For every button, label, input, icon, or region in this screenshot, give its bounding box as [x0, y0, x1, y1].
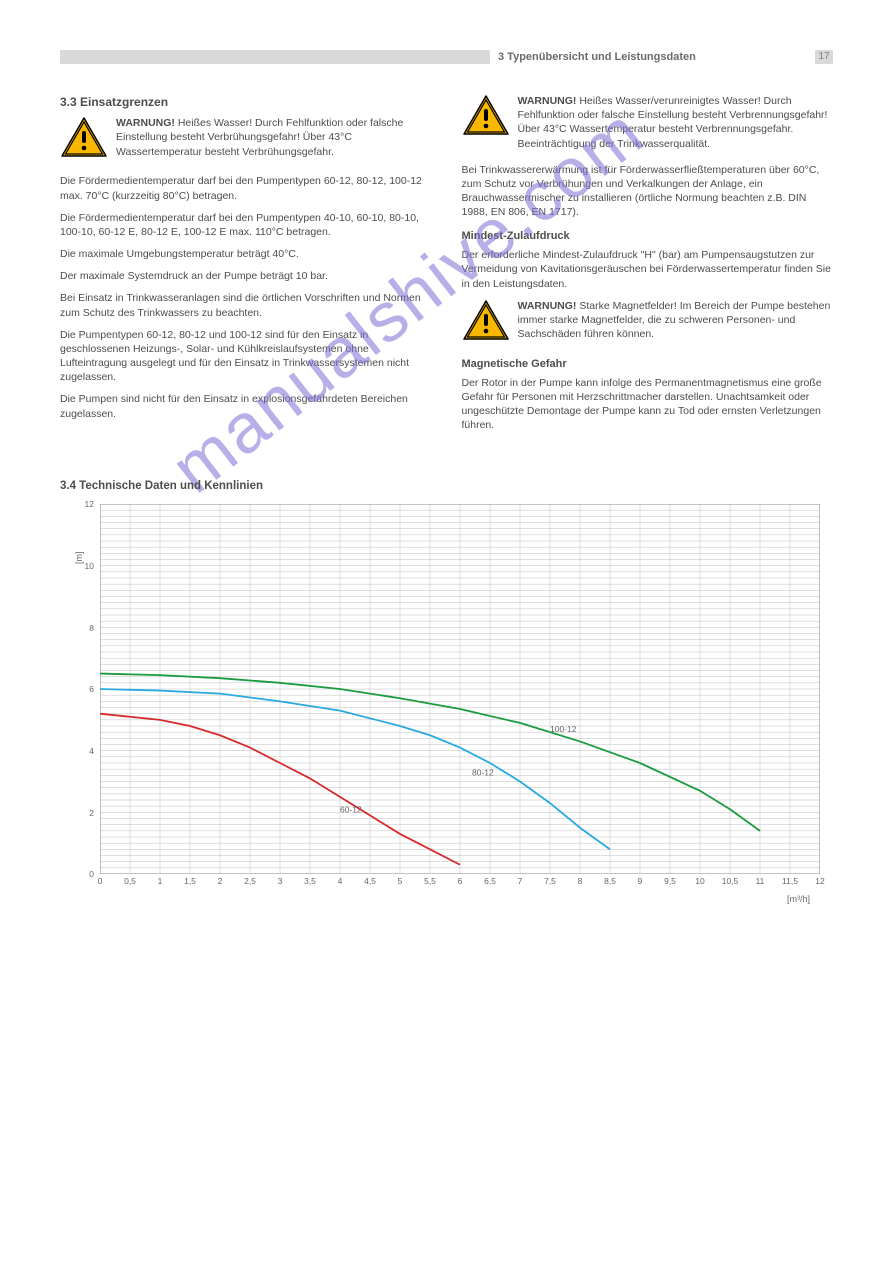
paragraph: Die Pumpentypen 60-12, 80-12 und 100-12 …: [60, 328, 432, 385]
warning-text-2: WARNUNG! Heißes Wasser/verunreinigtes Wa…: [518, 94, 834, 151]
warning-text-3: WARNUNG! Starke Magnetfelder! Im Bereich…: [518, 299, 834, 345]
sub-heading: Magnetische Gefahr: [462, 357, 834, 372]
warning-icon: [60, 116, 108, 162]
paragraph: Der Rotor in der Pumpe kann infolge des …: [462, 376, 834, 433]
warning-icon: [462, 94, 510, 151]
header-bar: 3 Typenübersicht und Leistungsdaten: [60, 50, 833, 64]
header-rule: [60, 50, 490, 64]
warning-block-2: WARNUNG! Heißes Wasser/verunreinigtes Wa…: [462, 94, 834, 151]
chart-section: 3.4 Technische Daten und Kennlinien [m] …: [60, 480, 833, 904]
paragraph: Der maximale Systemdruck an der Pumpe be…: [60, 269, 432, 283]
svg-text:60-12: 60-12: [340, 805, 362, 815]
warning-icon: [462, 299, 510, 345]
paragraph: Bei Trinkwassererwärmung ist für Förderw…: [462, 163, 834, 220]
paragraph: Die Pumpen sind nicht für den Einsatz in…: [60, 392, 432, 420]
warning-block-1: WARNUNG! Heißes Wasser! Durch Fehlfunkti…: [60, 116, 432, 162]
paragraph: Bei Einsatz in Trinkwasseranlagen sind d…: [60, 291, 432, 319]
sub-heading: Mindest-Zulaufdruck: [462, 229, 834, 244]
header-title: 3 Typenübersicht und Leistungsdaten: [498, 51, 696, 63]
performance-chart: 60-12 80-12 100-12: [100, 504, 820, 874]
paragraph: Der erforderliche Mindest-Zulaufdruck "H…: [462, 248, 834, 291]
paragraph: Die Fördermedientemperatur darf bei den …: [60, 211, 432, 239]
right-column: WARNUNG! Heißes Wasser/verunreinigtes Wa…: [462, 94, 834, 440]
paragraph: Die Fördermedientemperatur darf bei den …: [60, 174, 432, 202]
warning-label: WARNUNG!: [518, 95, 577, 107]
chart-container: [m] 024681012 60-1280-12100-12 00,511,52…: [100, 504, 820, 904]
warning-label: WARNUNG!: [116, 117, 175, 129]
two-column-layout: 3.3 Einsatzgrenzen WARNUNG! Heißes Wasse…: [60, 94, 833, 440]
warning-text-1: WARNUNG! Heißes Wasser! Durch Fehlfunkti…: [116, 116, 432, 162]
warning-label: WARNUNG!: [518, 300, 577, 312]
warning-block-3: WARNUNG! Starke Magnetfelder! Im Bereich…: [462, 299, 834, 345]
left-column: 3.3 Einsatzgrenzen WARNUNG! Heißes Wasse…: [60, 94, 432, 440]
section-title: 3.3 Einsatzgrenzen: [60, 94, 432, 110]
chart-title: 3.4 Technische Daten und Kennlinien: [60, 480, 833, 492]
svg-text:80-12: 80-12: [472, 768, 494, 778]
page-number: 17: [815, 50, 833, 64]
x-ticks: 00,511,522,533,544,555,566,577,588,599,5…: [100, 874, 820, 890]
x-axis-label: [m³/h]: [100, 894, 820, 904]
svg-text:100-12: 100-12: [550, 725, 577, 735]
paragraph: Die maximale Umgebungstemperatur beträgt…: [60, 247, 432, 261]
y-ticks: 024681012: [72, 504, 98, 874]
